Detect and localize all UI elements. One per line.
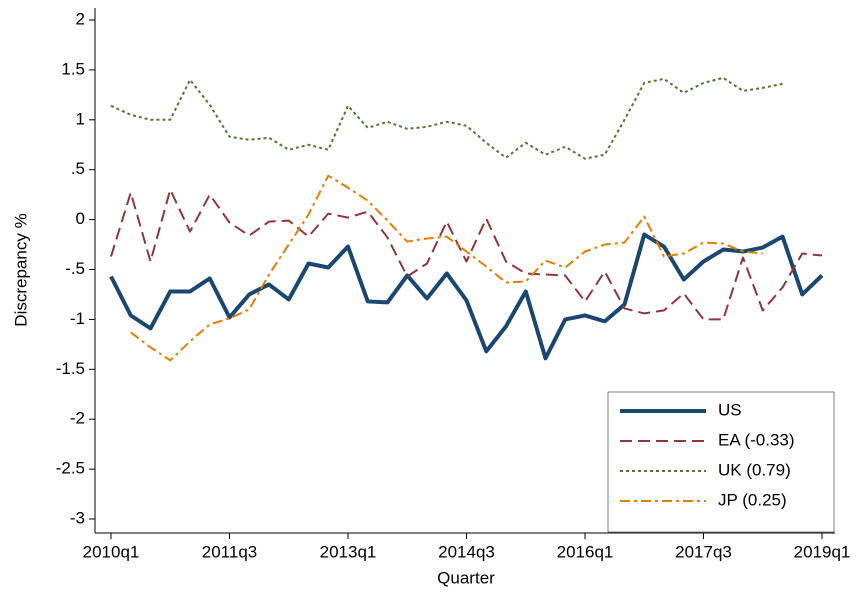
y-tick-label: 1.5: [61, 59, 85, 78]
x-tick-label: 2016q1: [557, 542, 614, 561]
y-tick-label: -1: [70, 309, 85, 328]
y-tick-label: -2.5: [56, 459, 85, 478]
x-tick-label: 2019q1: [794, 542, 851, 561]
x-tick-label: 2014q3: [438, 542, 495, 561]
y-tick-label: 1: [76, 109, 85, 128]
x-tick-label: 2011q3: [202, 542, 257, 561]
y-tick-label: 2: [76, 9, 85, 28]
x-tick-label: 2017q3: [675, 542, 732, 561]
y-axis-label: Discrepancy %: [11, 213, 30, 326]
series-line: [130, 174, 763, 362]
y-tick-label: -1.5: [56, 359, 85, 378]
legend-label: US: [718, 400, 742, 419]
y-tick-label: -2: [70, 409, 85, 428]
legend-label: JP (0.25): [718, 490, 787, 509]
y-tick-label: -3: [70, 508, 85, 527]
legend-box: [607, 391, 835, 533]
series-line: [110, 76, 783, 160]
series-line: [109, 232, 824, 361]
x-axis-label: Quarter: [437, 568, 495, 587]
y-tick-label: -.5: [65, 259, 85, 278]
legend-label: UK (0.79): [718, 460, 791, 479]
x-tick-label: 2010q1: [83, 542, 140, 561]
y-tick-label: .5: [71, 159, 85, 178]
legend-label: EA (-0.33): [718, 430, 795, 449]
y-tick-label: 0: [76, 209, 85, 228]
x-tick-label: 2013q1: [320, 542, 377, 561]
series-line: [110, 188, 823, 321]
